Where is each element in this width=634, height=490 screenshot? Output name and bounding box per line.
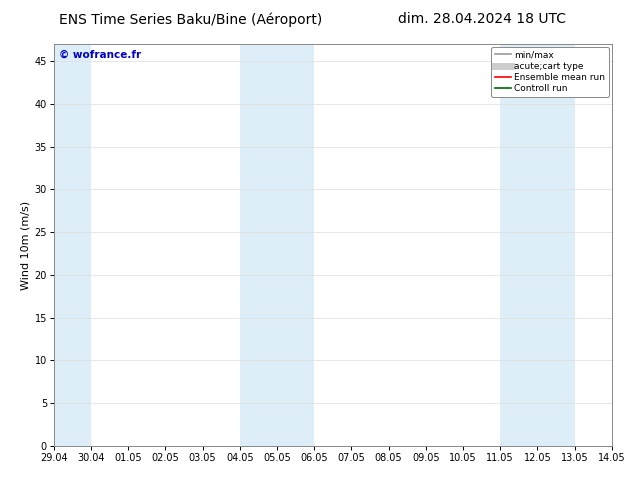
Text: ENS Time Series Baku/Bine (Aéroport): ENS Time Series Baku/Bine (Aéroport) — [58, 12, 322, 27]
Text: © wofrance.fr: © wofrance.fr — [60, 50, 141, 60]
Text: dim. 28.04.2024 18 UTC: dim. 28.04.2024 18 UTC — [398, 12, 566, 26]
Bar — [54, 44, 91, 446]
Legend: min/max, acute;cart type, Ensemble mean run, Controll run: min/max, acute;cart type, Ensemble mean … — [491, 47, 609, 97]
Bar — [500, 44, 574, 446]
Y-axis label: Wind 10m (m/s): Wind 10m (m/s) — [20, 200, 30, 290]
Bar — [240, 44, 314, 446]
